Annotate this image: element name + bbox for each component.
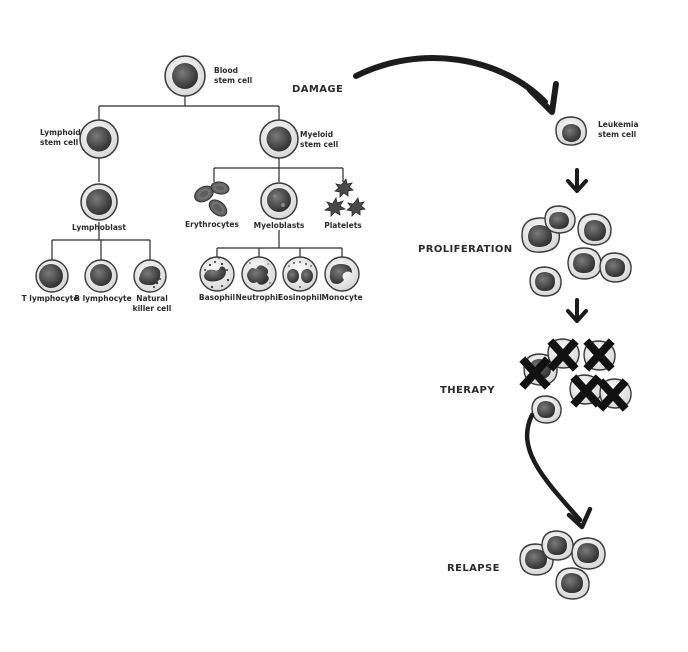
- erythrocytes-cells: [194, 181, 230, 217]
- b-lymphocyte-label: B lymphocyte: [74, 294, 132, 303]
- platelets-cells: [323, 178, 366, 217]
- neutrophil-cell: [241, 256, 277, 292]
- leukemia-stem-cell-label: Leukemia stem cell: [598, 120, 639, 139]
- cross-marks: [519, 338, 629, 412]
- platelets-label: Platelets: [324, 221, 362, 230]
- monocyte-label: Monocyte: [321, 293, 363, 302]
- erythrocytes-label: Erythrocytes: [185, 220, 239, 229]
- blood-stem-cell: [164, 55, 206, 97]
- myeloid-stem-cell: [259, 119, 299, 159]
- monocyte-cell: [324, 256, 360, 292]
- eosinophil-label: Eosinophil: [278, 293, 322, 302]
- damage-label: DAMAGE: [292, 84, 344, 95]
- lymphoid-stem-cell-label: Lymphoid stem cell: [40, 128, 81, 147]
- lymphoblast-label: Lymphoblast: [72, 223, 126, 232]
- b-lymphocyte-cell: [84, 259, 118, 293]
- therapy-cell-cluster: [519, 338, 632, 424]
- down-arrow-2: [566, 298, 588, 323]
- leukemia-stem-cell: [555, 116, 587, 146]
- relapse-cell-cluster: [519, 530, 606, 600]
- natural-killer-cell: [133, 259, 167, 293]
- neutrophil-label: Neutrophil: [235, 293, 281, 302]
- proliferation-cell-cluster: [521, 205, 632, 297]
- t-lymphocyte-cell: [35, 259, 69, 293]
- relapse-label: RELAPSE: [447, 563, 500, 574]
- tree-connectors: [51, 96, 344, 260]
- therapy-label: THERAPY: [440, 385, 495, 396]
- lymphoid-stem-cell: [79, 119, 119, 159]
- basophil-cell: [199, 256, 235, 292]
- damage-arrow: [353, 55, 559, 115]
- proliferation-label: PROLIFERATION: [418, 244, 513, 255]
- blood-stem-cell-label: Blood stem cell: [214, 66, 253, 85]
- down-arrow-1: [566, 168, 588, 193]
- myeloid-stem-cell-label: Myeloid stem cell: [300, 130, 339, 149]
- basophil-label: Basophil: [198, 293, 236, 302]
- eosinophil-cell: [282, 256, 318, 292]
- relapse-arrow: [524, 412, 593, 530]
- natural-killer-cell-label: Natural killer cell: [132, 294, 172, 313]
- lymphoblast-cell: [80, 183, 118, 221]
- myeloblasts-label: Myeloblasts: [253, 221, 305, 230]
- t-lymphocyte-label: T lymphocyte: [21, 294, 79, 303]
- myeloblast-cell: [260, 182, 298, 220]
